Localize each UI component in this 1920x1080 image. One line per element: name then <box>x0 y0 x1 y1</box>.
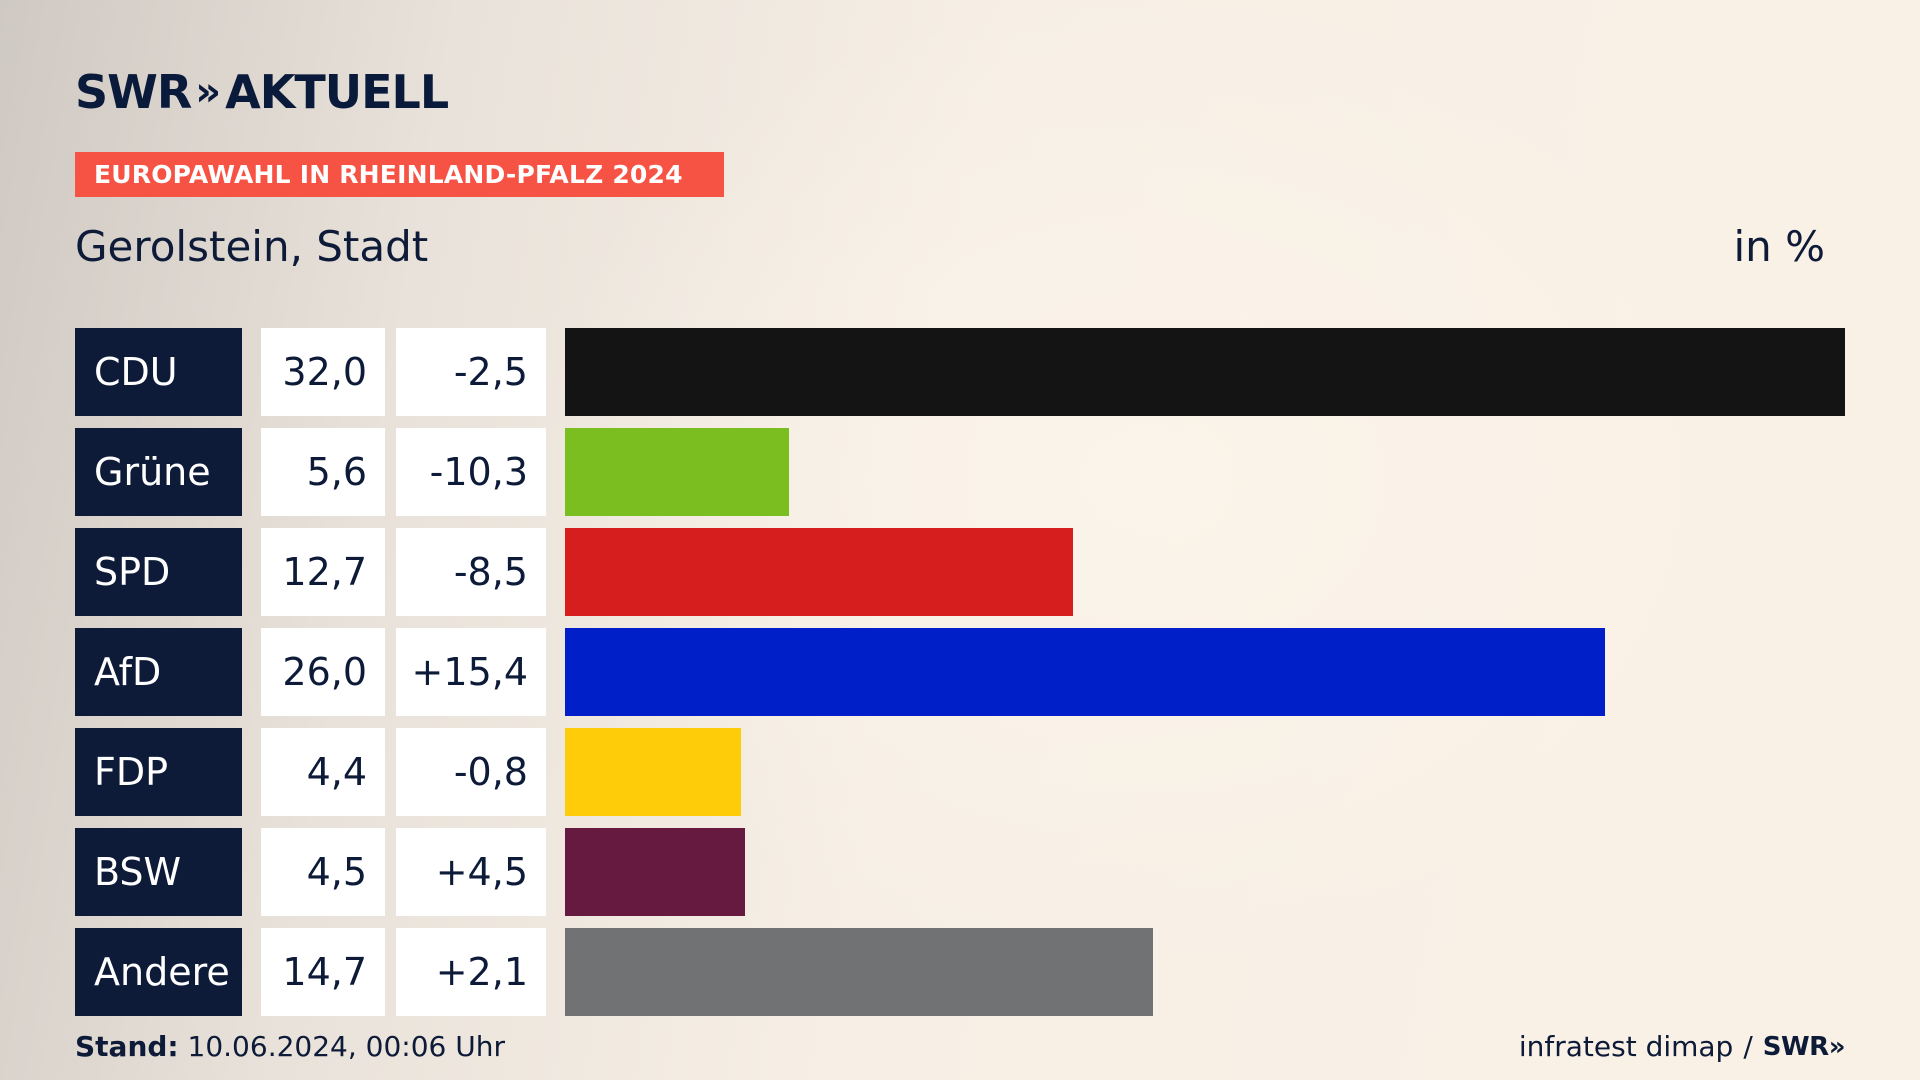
result-row: AfD 26,0 +15,4 <box>75 628 1845 716</box>
vote-share-label: 32,0 <box>261 328 385 416</box>
vote-share-bar <box>565 328 1845 416</box>
party-label: FDP <box>75 728 242 816</box>
vote-share-label: 4,5 <box>261 828 385 916</box>
change-label: -8,5 <box>396 528 546 616</box>
stand-value: 10.06.2024, 00:06 Uhr <box>187 1030 505 1063</box>
change-label: -2,5 <box>396 328 546 416</box>
unit-label: in % <box>1733 222 1825 271</box>
vote-share-bar <box>565 628 1605 716</box>
logo-aktuell-text: AKTUELL <box>225 65 449 119</box>
result-row: CDU 32,0 -2,5 <box>75 328 1845 416</box>
result-row: BSW 4,5 +4,5 <box>75 828 1845 916</box>
source-separator: / <box>1743 1030 1753 1063</box>
change-label: -10,3 <box>396 428 546 516</box>
swr-mini-logo: SWR» <box>1762 1031 1846 1062</box>
vote-share-bar <box>565 928 1153 1016</box>
change-label: +4,5 <box>396 828 546 916</box>
vote-share-label: 4,4 <box>261 728 385 816</box>
change-label: +15,4 <box>396 628 546 716</box>
party-label: SPD <box>75 528 242 616</box>
party-label: Andere <box>75 928 242 1016</box>
vote-share-label: 12,7 <box>261 528 385 616</box>
swr-aktuell-logo: SWR » AKTUELL <box>75 65 449 119</box>
vote-share-label: 26,0 <box>261 628 385 716</box>
vote-share-bar <box>565 828 745 916</box>
vote-share-bar <box>565 728 741 816</box>
source-text: infratest dimap <box>1518 1030 1734 1063</box>
change-label: +2,1 <box>396 928 546 1016</box>
party-label: BSW <box>75 828 242 916</box>
party-label: CDU <box>75 328 242 416</box>
result-row: SPD 12,7 -8,5 <box>75 528 1845 616</box>
result-row: Grüne 5,6 -10,3 <box>75 428 1845 516</box>
logo-chevrons-icon: » <box>195 69 221 115</box>
result-row: Andere 14,7 +2,1 <box>75 928 1845 1016</box>
swr-mini-logo-text: SWR <box>1762 1031 1829 1062</box>
swr-mini-chevrons-icon: » <box>1828 1031 1846 1062</box>
chart-subtitle: Gerolstein, Stadt <box>75 222 429 271</box>
vote-share-bar <box>565 528 1073 616</box>
vote-share-bar <box>565 428 789 516</box>
vote-share-label: 14,7 <box>261 928 385 1016</box>
party-label: Grüne <box>75 428 242 516</box>
stand-label: Stand: <box>75 1030 179 1063</box>
change-label: -0,8 <box>396 728 546 816</box>
timestamp: Stand: 10.06.2024, 00:06 Uhr <box>75 1030 505 1063</box>
vote-share-label: 5,6 <box>261 428 385 516</box>
result-row: FDP 4,4 -0,8 <box>75 728 1845 816</box>
party-label: AfD <box>75 628 242 716</box>
source-credit: infratest dimap / SWR» <box>1518 1030 1846 1063</box>
election-banner: EUROPAWAHL IN RHEINLAND-PFALZ 2024 <box>75 152 724 197</box>
logo-swr-text: SWR <box>75 65 192 119</box>
